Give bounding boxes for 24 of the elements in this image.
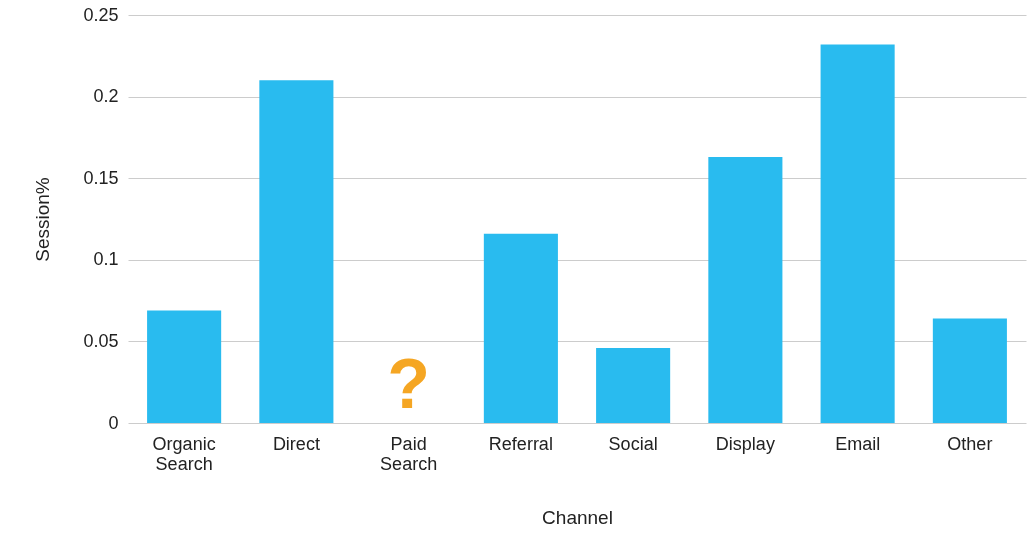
bar xyxy=(596,347,671,423)
x-tick-label: Display xyxy=(715,433,775,454)
x-tick-label: Organic Search xyxy=(152,433,216,474)
bar xyxy=(483,233,558,423)
bar xyxy=(708,156,783,423)
y-tick-label: 0.2 xyxy=(93,86,119,107)
y-tick-label: 0.05 xyxy=(83,330,119,351)
x-tick-label: Direct xyxy=(272,433,320,454)
x-axis-title: Channel xyxy=(542,506,613,528)
y-tick-label: 0 xyxy=(108,412,119,433)
y-axis-title: Session% xyxy=(32,177,54,262)
bar xyxy=(259,80,334,423)
annotation: ? xyxy=(387,345,431,423)
y-tick-label: 0.1 xyxy=(93,249,119,270)
x-tick-label: Paid Search xyxy=(380,433,438,474)
bar xyxy=(820,44,895,423)
y-tick-label: 0.15 xyxy=(83,167,119,188)
x-tick-label: Social xyxy=(608,433,658,454)
x-tick-label: Other xyxy=(947,433,993,454)
x-tick-label: Email xyxy=(835,433,881,454)
y-tick-label: 0.25 xyxy=(83,4,119,25)
bar xyxy=(932,318,1007,423)
bar xyxy=(147,310,222,423)
x-tick-label: Referral xyxy=(488,433,553,454)
